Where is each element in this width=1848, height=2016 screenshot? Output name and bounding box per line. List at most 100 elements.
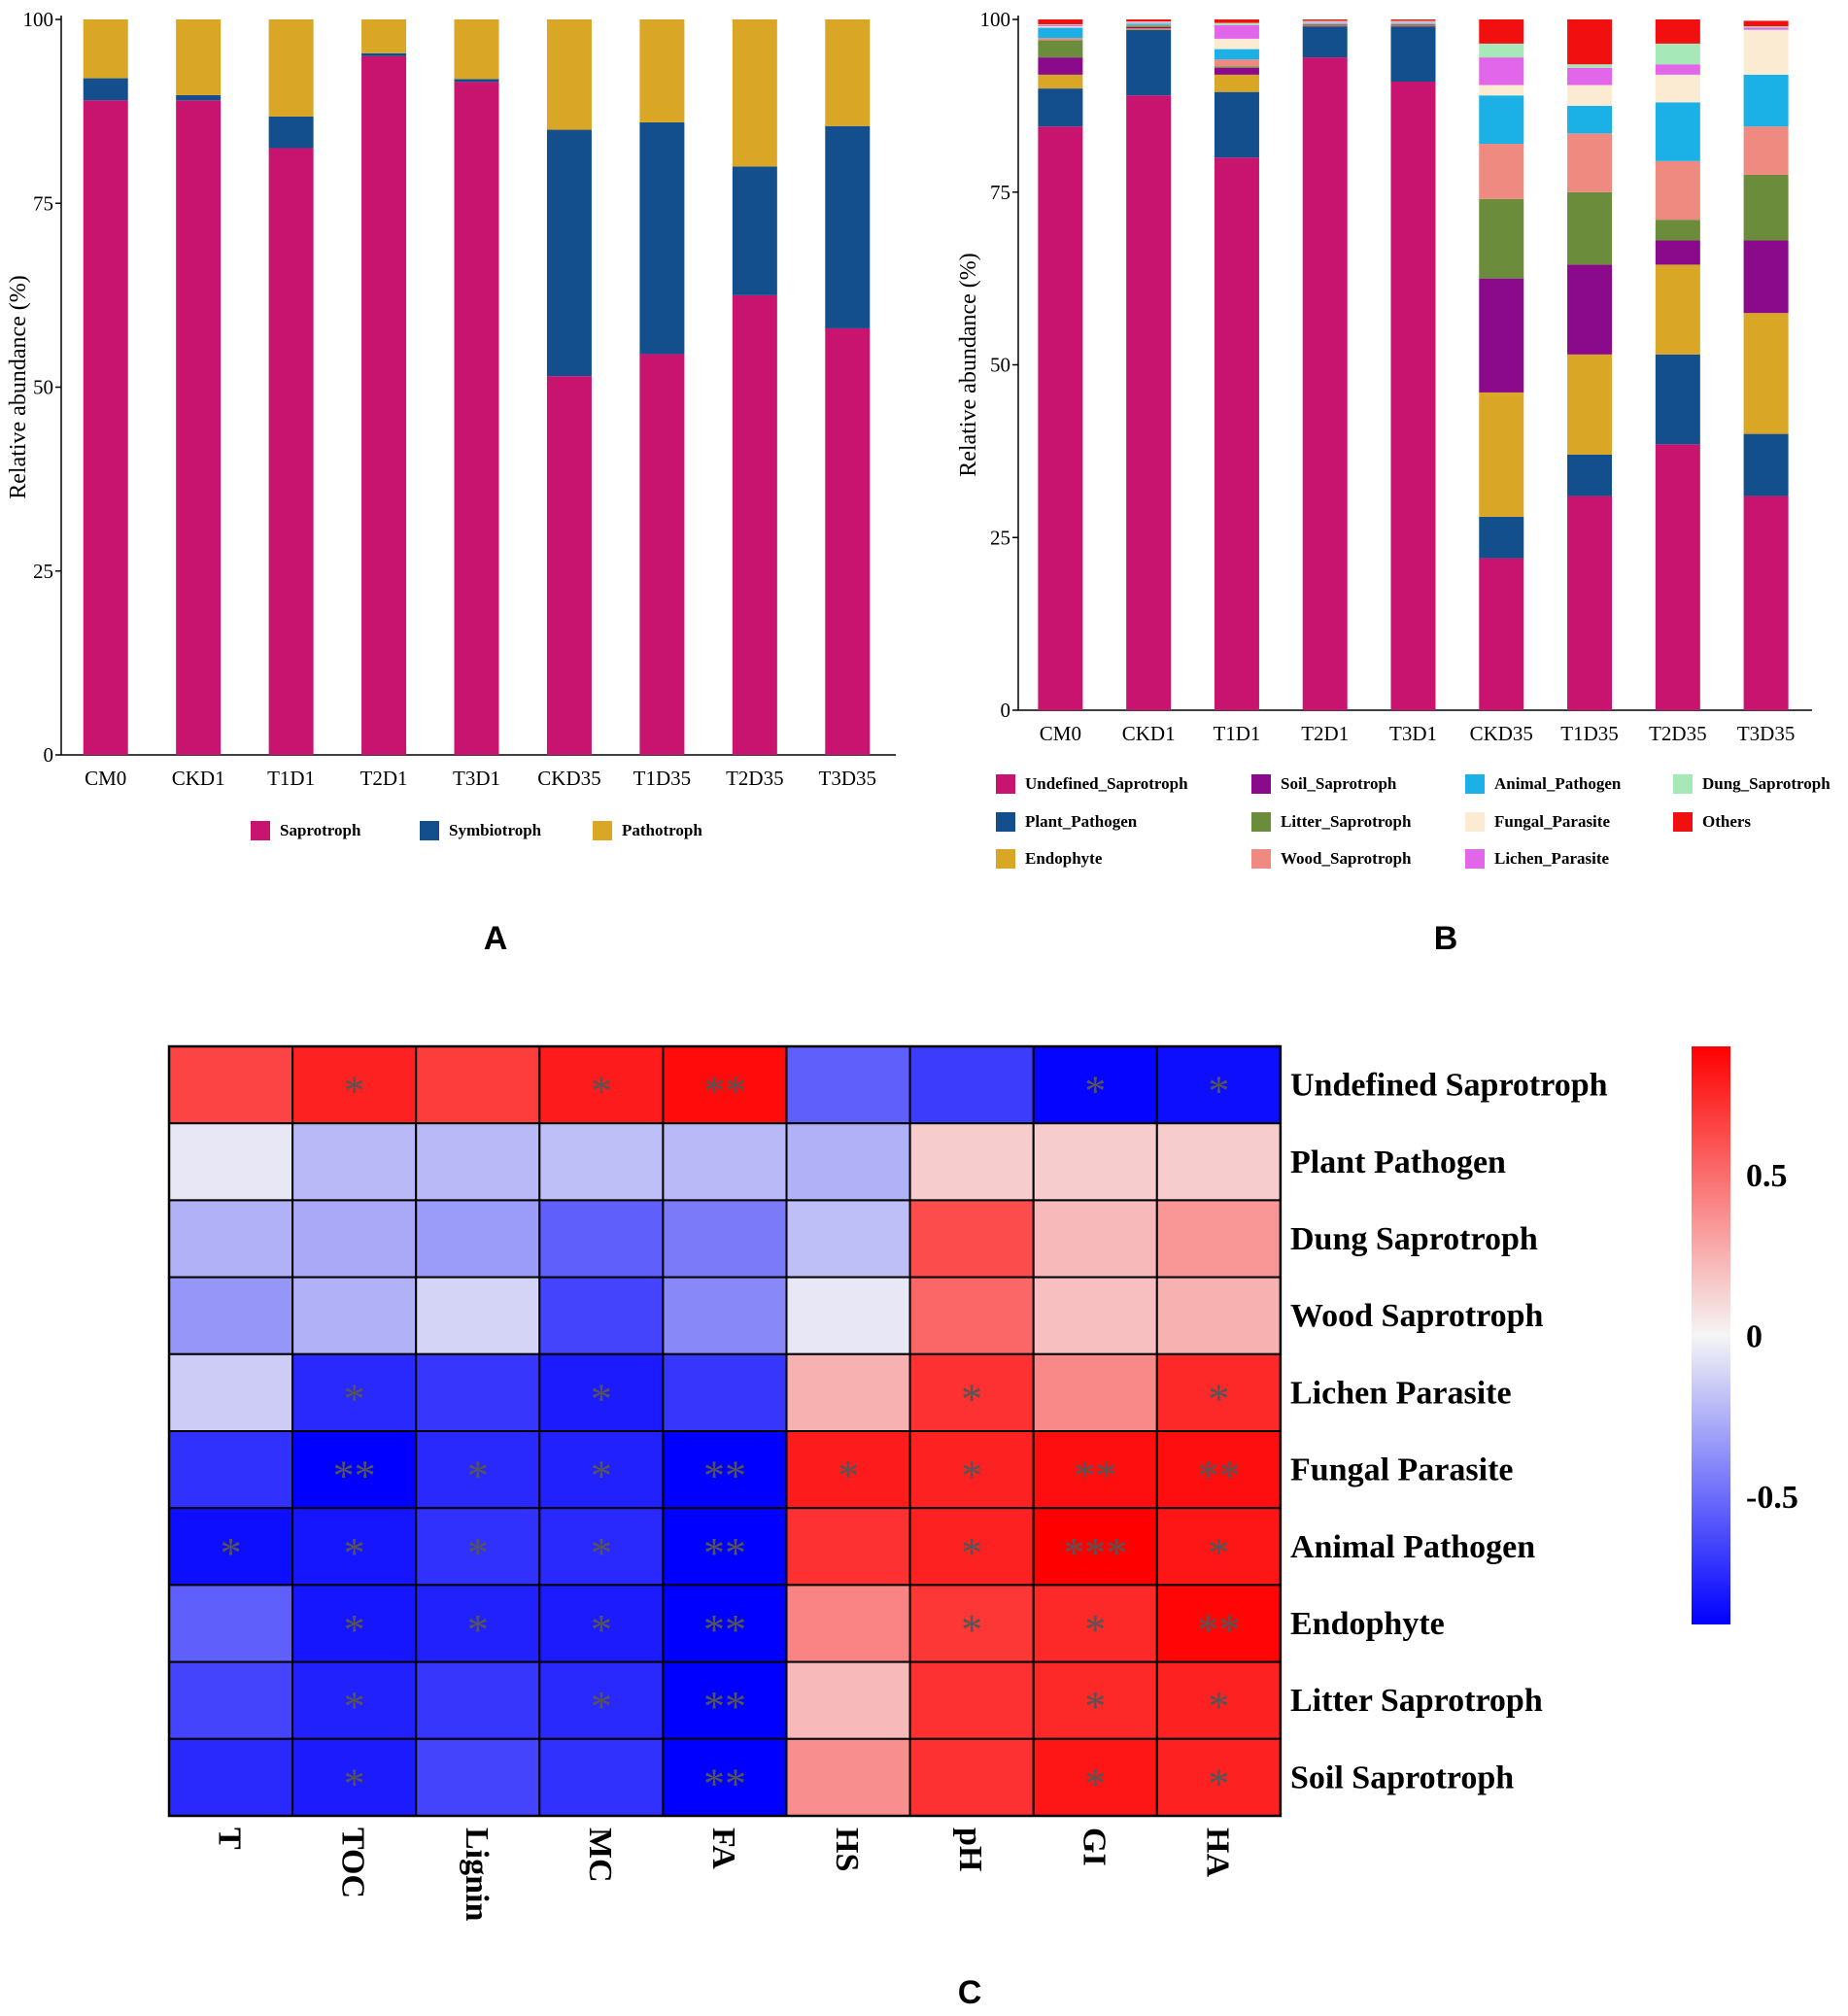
x-tick-label: CKD35 <box>1470 722 1533 745</box>
heatmap-cell <box>662 1584 788 1663</box>
x-tick-label: CM0 <box>1040 722 1081 745</box>
legend-swatch <box>1251 849 1271 869</box>
significance-mark: * <box>591 1452 612 1500</box>
heatmap-cell <box>291 1352 418 1433</box>
colorbar-tick-label: -0.5 <box>1746 1480 1798 1516</box>
significance-mark: * <box>591 1529 612 1577</box>
heatmap-row-label: Wood Saprotroph <box>1290 1298 1544 1334</box>
colorbar-tick-label: 0 <box>1746 1319 1762 1355</box>
bar-segment-wood-saprotroph <box>1038 38 1083 41</box>
bar-stack-ckd1 <box>176 19 222 755</box>
bar-segment-wood-saprotroph <box>1302 23 1348 24</box>
bar-stack-t2d35 <box>732 19 777 755</box>
heatmap-cell <box>785 1122 911 1202</box>
significance-mark: * <box>1084 1068 1106 1115</box>
bar-segment-dung-saprotroph <box>1479 43 1524 58</box>
significance-mark: *** <box>1063 1529 1127 1577</box>
bar-stack-t3d35 <box>1743 20 1789 710</box>
bar-segment-plant-pathogen <box>1214 91 1259 158</box>
bar-stack-t1d1 <box>1214 19 1259 710</box>
bar-segment-pathotroph <box>176 19 222 95</box>
bar-segment-plant-pathogen <box>1126 29 1172 96</box>
legend-label: Symbiotroph <box>449 821 542 839</box>
heatmap-cell <box>415 1584 541 1663</box>
significance-mark: * <box>344 1375 365 1422</box>
bar-segment-soil-saprotroph <box>1479 278 1524 393</box>
legend-label: Endophyte <box>1025 849 1103 868</box>
bar-segment-symbiotroph <box>268 116 314 149</box>
bar-segment-wood-saprotroph <box>1390 23 1436 24</box>
bar-segment-dung-saprotroph <box>1743 26 1789 28</box>
significance-mark: * <box>591 1683 612 1730</box>
heatmap-cell <box>1155 1276 1282 1355</box>
heatmap-cell <box>538 1660 665 1740</box>
bar-segment-fungal-parasite <box>1126 22 1172 24</box>
colorbar-tick-label: 0.5 <box>1746 1158 1788 1194</box>
bar-stack-t2d1 <box>361 19 407 756</box>
significance-mark: * <box>591 1068 612 1115</box>
heatmap-cell <box>168 1660 294 1740</box>
bar-stack-t3d35 <box>825 19 871 755</box>
heatmap-cell <box>908 1660 1035 1740</box>
legend-label: Others <box>1702 812 1751 831</box>
legend-swatch <box>251 821 270 840</box>
bar-segment-others <box>1038 19 1083 24</box>
heatmap-cell <box>415 1352 541 1433</box>
heatmap-cell <box>785 1507 911 1587</box>
panel-label: C <box>958 1974 982 2011</box>
heatmap-cell <box>168 1199 294 1279</box>
significance-mark: * <box>961 1375 982 1422</box>
legend-swatch <box>996 849 1015 869</box>
legend-swatch <box>593 821 612 840</box>
bar-segment-plant-pathogen <box>1302 26 1348 58</box>
bar-segment-litter-saprotroph <box>1126 25 1172 27</box>
heatmap-column-label: FA <box>705 1828 741 1869</box>
heatmap-column-label: GI <box>1076 1828 1112 1866</box>
y-tick-label: 25 <box>33 560 53 583</box>
heatmap-row-label: Plant Pathogen <box>1290 1145 1506 1180</box>
bar-segment-litter-saprotroph <box>1302 23 1348 25</box>
bar-segment-endophyte <box>1390 25 1436 27</box>
bar-segment-undefined-saprotroph <box>1743 495 1789 710</box>
heatmap-column-label: T <box>212 1828 248 1850</box>
heatmap-row-label: Fungal Parasite <box>1290 1452 1513 1488</box>
bar-segment-saprotroph <box>546 376 592 755</box>
bar-segment-fungal-parasite <box>1302 21 1348 23</box>
bar-stack-ckd1 <box>1126 19 1172 710</box>
panel-label: B <box>1434 920 1458 957</box>
heatmap-cell <box>538 1507 665 1587</box>
heatmap-cell <box>1032 1276 1158 1355</box>
bar-segment-pathotroph <box>268 19 314 117</box>
heatmap-column-label: TOC <box>335 1828 371 1898</box>
heatmap-cell <box>168 1737 294 1818</box>
bar-segment-soil-saprotroph <box>1302 24 1348 26</box>
heatmap-cell <box>662 1276 788 1355</box>
y-tick-label: 100 <box>23 8 54 31</box>
heatmap-column-label: HS <box>829 1828 865 1871</box>
bar-segment-wood-saprotroph <box>1479 143 1524 199</box>
bar-segment-animal-pathogen <box>1302 22 1348 24</box>
bar-segment-fungal-parasite <box>1567 85 1613 106</box>
bar-stack-t1d35 <box>639 19 685 755</box>
bar-stack-cm0 <box>1038 19 1083 710</box>
heatmap-row: * * * * ** * *** * <box>168 1507 1282 1587</box>
bar-segment-plant-pathogen <box>1567 454 1613 496</box>
bar-segment-plant-pathogen <box>1743 433 1789 496</box>
bar-segment-wood-saprotroph <box>1655 160 1700 221</box>
heatmap-cell <box>908 1199 1035 1279</box>
significance-mark: ** <box>1197 1606 1240 1654</box>
significance-mark: * <box>1208 1375 1229 1422</box>
significance-mark: * <box>344 1683 365 1730</box>
significance-mark: * <box>961 1606 982 1654</box>
heatmap-cell <box>908 1045 1035 1125</box>
bar-segment-fungal-parasite <box>1214 38 1259 50</box>
heatmap-cell <box>662 1122 788 1202</box>
heatmap-cell <box>415 1737 541 1818</box>
legend-label: Soil_Saprotroph <box>1281 774 1397 793</box>
panel-a-stacked-bar-chart: 0 25 50 75 100 Relative abundance (%) CM0 CKD1 T… <box>6 8 896 957</box>
bar-segment-dung-saprotroph <box>1038 23 1083 25</box>
bar-segment-others <box>1479 19 1524 44</box>
bar-segment-others <box>1655 19 1700 44</box>
bar-segment-lichen-parasite <box>1390 21 1436 22</box>
